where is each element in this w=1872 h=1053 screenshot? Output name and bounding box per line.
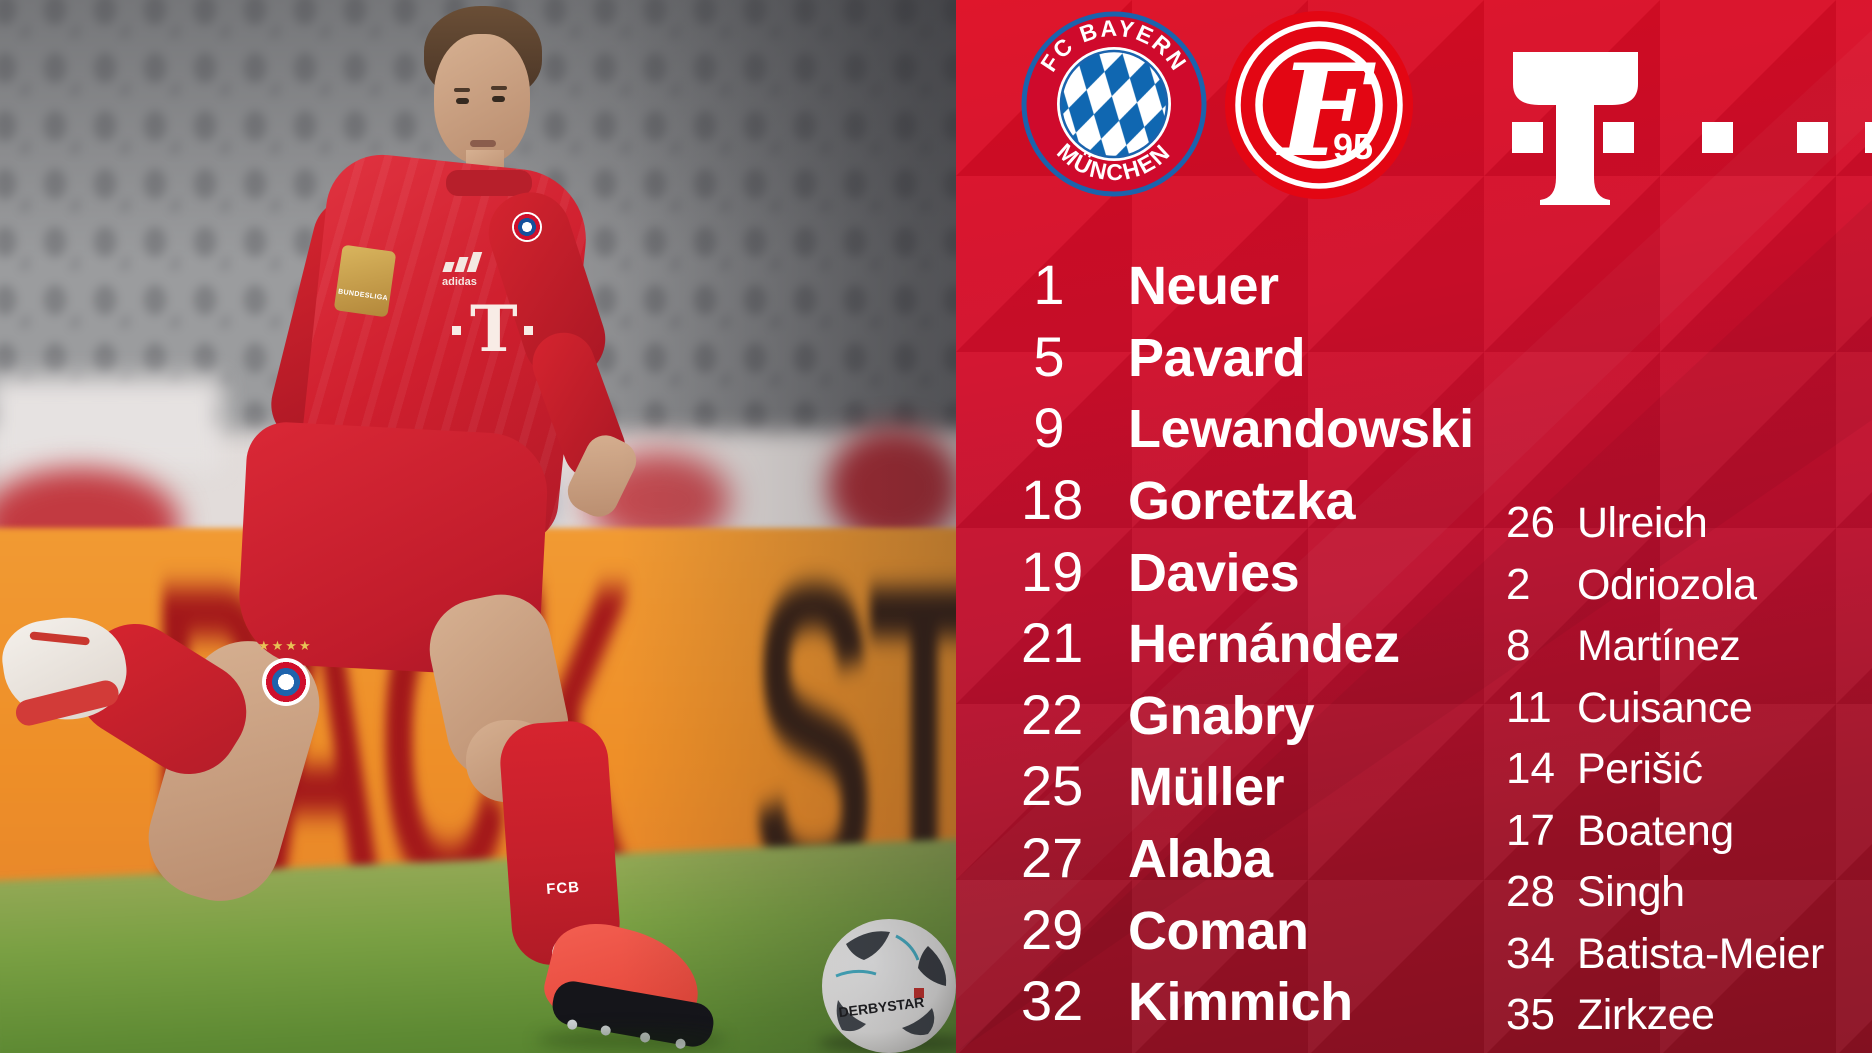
- player-name: Hernández: [1128, 614, 1400, 675]
- player-name: Gnabry: [1128, 685, 1315, 746]
- substitute-row: 11 Cuisance: [1506, 682, 1824, 747]
- player-name: Coman: [1128, 900, 1309, 961]
- player-number: 22: [1021, 682, 1084, 746]
- player-name: Müller: [1128, 757, 1285, 818]
- telekom-logo-icon: [1512, 52, 1872, 205]
- player-name: Lewandowski: [1128, 399, 1474, 460]
- substitute-row: 35 Zirkzee: [1506, 990, 1824, 1053]
- lineup-row: 21 Hernández: [1021, 611, 1474, 686]
- blurred-light-band-left: [0, 378, 222, 470]
- starting-lineup-list: 1 Neuer 5 Pavard 9 Lewandowski 18 Goretz…: [1021, 253, 1474, 1044]
- lineup-row: 32 Kimmich: [1021, 972, 1474, 1044]
- jersey-telekom-t: T: [470, 292, 518, 367]
- player-name: Davies: [1128, 542, 1300, 603]
- telekom-dot-icon: [1603, 122, 1634, 153]
- telekom-dot-icon: [524, 326, 533, 335]
- fortuna-letter-f: F: [1276, 37, 1376, 185]
- player-eye: [492, 96, 505, 102]
- substitute-number: 28: [1506, 867, 1555, 916]
- lineup-row: 19 Davies: [1021, 539, 1474, 615]
- match-photo: PACK ST adidas BUNDESLIGA T: [0, 0, 956, 1053]
- telekom-dot-icon: [452, 326, 461, 335]
- player-number: 21: [1021, 611, 1084, 675]
- lineup-row: 5 Pavard: [1021, 324, 1474, 400]
- substitute-number: 35: [1506, 990, 1555, 1039]
- player-number: 29: [1021, 897, 1084, 961]
- bundesliga-patch: BUNDESLIGA: [333, 244, 397, 318]
- substitute-row: 8 Martínez: [1506, 621, 1824, 685]
- telekom-dot-icon: [1797, 122, 1828, 153]
- player-number: 27: [1021, 826, 1084, 890]
- soccer-ball: DERBYSTAR: [822, 919, 956, 1053]
- substitute-name: Cuisance: [1577, 683, 1753, 732]
- decorative-blob: [828, 428, 956, 546]
- substitute-number: 34: [1506, 928, 1555, 978]
- adidas-wordmark: adidas: [442, 276, 477, 288]
- player-name: Neuer: [1128, 256, 1279, 316]
- substitute-row: 14 Perišić: [1506, 744, 1824, 808]
- telekom-t-glyph: [1513, 52, 1638, 205]
- player-brow: [454, 88, 470, 92]
- substitute-name: Perišić: [1577, 745, 1703, 793]
- lineup-panel: FC BAYERN MÜNCHEN F 95: [956, 0, 1872, 1053]
- fc-bayern-crest-icon: FC BAYERN MÜNCHEN: [1021, 11, 1207, 197]
- substitute-row: 28 Singh: [1506, 867, 1824, 931]
- lineup-row: 1 Neuer: [1021, 253, 1474, 328]
- player-number: 1: [1033, 253, 1065, 316]
- substitute-name: Ulreich: [1577, 499, 1708, 547]
- player-mouth: [470, 140, 496, 147]
- lineup-row: 9 Lewandowski: [1021, 396, 1474, 471]
- substitute-number: 26: [1506, 498, 1555, 547]
- player-name: Alaba: [1128, 829, 1273, 890]
- substitute-row: 2 Odriozola: [1506, 559, 1824, 624]
- player-number: 25: [1021, 754, 1084, 818]
- substitute-row: 26 Ulreich: [1506, 498, 1824, 562]
- telekom-dot-icon: [1702, 122, 1733, 153]
- substitute-name: Zirkzee: [1577, 991, 1715, 1039]
- substitute-number: 8: [1506, 621, 1531, 670]
- player-number: 32: [1021, 969, 1084, 1033]
- substitute-name: Martínez: [1577, 622, 1741, 670]
- lineup-row: 29 Coman: [1021, 897, 1474, 973]
- adidas-logo-icon: [442, 252, 488, 272]
- lineup-row: 25 Müller: [1021, 757, 1474, 829]
- player-name: Goretzka: [1128, 470, 1356, 531]
- substitute-number: 17: [1506, 805, 1555, 855]
- lineup-row: 22 Gnabry: [1021, 682, 1474, 758]
- jersey-telekom-logo: T: [436, 298, 548, 370]
- substitute-name: Boateng: [1577, 806, 1734, 855]
- substitute-number: 14: [1506, 744, 1555, 793]
- substitute-number: 2: [1506, 559, 1531, 609]
- player-name: Pavard: [1128, 327, 1306, 388]
- player-name: Kimmich: [1128, 972, 1353, 1033]
- substitute-row: 34 Batista-Meier: [1506, 928, 1824, 993]
- substitute-row: 17 Boateng: [1506, 805, 1824, 870]
- jersey-crest-icon: [512, 212, 542, 242]
- lineup-row: 27 Alaba: [1021, 826, 1474, 901]
- substitute-name: Batista-Meier: [1577, 929, 1824, 978]
- player-number: 19: [1021, 539, 1084, 603]
- player-eye: [456, 98, 469, 104]
- shorts-crest-icon: [262, 658, 310, 706]
- telekom-dot-icon: [1865, 122, 1872, 153]
- substitute-name: Singh: [1577, 868, 1685, 916]
- substitute-name: Odriozola: [1577, 560, 1757, 609]
- shorts-stars: ★★★★: [258, 638, 313, 653]
- boot-shadow: [536, 1030, 726, 1050]
- fortuna-number-95: 95: [1333, 126, 1373, 167]
- telekom-dot-icon: [1512, 122, 1543, 153]
- player-number: 5: [1033, 324, 1065, 388]
- substitutes-list: 26 Ulreich 2 Odriozola 8 Martínez 11 Cui…: [1506, 498, 1824, 1053]
- lineup-row: 18 Goretzka: [1021, 467, 1474, 543]
- jersey-collar: [446, 170, 532, 196]
- player-number: 18: [1021, 467, 1084, 531]
- player-number: 9: [1033, 396, 1065, 460]
- substitute-number: 11: [1506, 682, 1552, 732]
- photo-edge-shade: [620, 0, 956, 1053]
- player-brow: [491, 86, 507, 90]
- fortuna-duesseldorf-crest-icon: F 95: [1225, 11, 1413, 199]
